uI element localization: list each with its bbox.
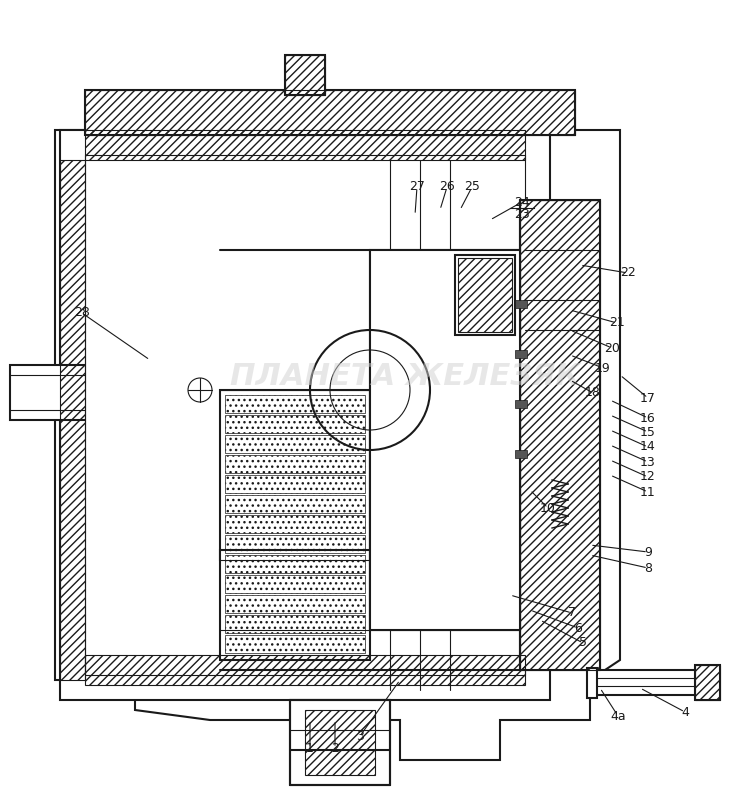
Bar <box>225 435 365 453</box>
Bar <box>85 90 575 135</box>
Bar <box>695 665 720 700</box>
Text: 21: 21 <box>609 317 625 330</box>
Text: 5: 5 <box>579 637 587 650</box>
Text: 8: 8 <box>644 562 652 574</box>
Bar <box>285 55 325 95</box>
Bar <box>290 700 390 785</box>
Bar <box>225 635 365 653</box>
Bar <box>10 365 110 420</box>
Bar <box>220 550 370 660</box>
Bar <box>225 455 365 473</box>
Text: 20: 20 <box>604 342 620 354</box>
Bar <box>60 160 85 680</box>
Bar <box>225 555 365 573</box>
Text: 22: 22 <box>620 266 636 279</box>
Text: 14: 14 <box>640 441 656 454</box>
Text: 4: 4 <box>681 706 689 718</box>
Bar <box>225 595 365 613</box>
Bar <box>225 495 365 513</box>
Bar <box>370 250 520 630</box>
Bar <box>695 665 720 700</box>
Text: 27: 27 <box>409 181 425 194</box>
Bar <box>85 130 525 160</box>
Bar <box>225 475 365 493</box>
Text: 11: 11 <box>640 486 656 498</box>
Text: 28: 28 <box>74 306 90 319</box>
Bar <box>220 390 370 560</box>
Text: 4a: 4a <box>610 710 626 722</box>
Bar <box>60 130 550 700</box>
Text: 18: 18 <box>585 386 601 399</box>
Text: 12: 12 <box>640 470 656 483</box>
Text: 6: 6 <box>574 622 582 634</box>
Bar <box>85 90 575 135</box>
Text: 13: 13 <box>640 455 656 469</box>
Bar <box>458 258 512 332</box>
Text: 10: 10 <box>540 502 556 514</box>
Text: 2: 2 <box>331 742 339 754</box>
Text: 9: 9 <box>644 546 652 558</box>
Bar <box>520 200 600 670</box>
Bar <box>300 710 380 780</box>
Text: 3: 3 <box>356 730 364 742</box>
Bar <box>225 615 365 633</box>
Bar <box>515 400 527 408</box>
Bar <box>515 350 527 358</box>
Bar <box>225 415 365 433</box>
Text: 25: 25 <box>464 181 480 194</box>
Bar <box>455 255 515 335</box>
Bar <box>595 670 715 695</box>
Text: 15: 15 <box>640 426 656 438</box>
Bar <box>225 535 365 553</box>
Bar <box>225 395 365 413</box>
Bar <box>515 450 527 458</box>
Bar <box>520 200 600 670</box>
Text: ПЛАНЕТА ЖЕЛЕЗЯК: ПЛАНЕТА ЖЕЛЕЗЯК <box>230 362 580 391</box>
Text: 19: 19 <box>595 362 611 374</box>
Text: 16: 16 <box>640 411 656 425</box>
Polygon shape <box>55 130 620 760</box>
Bar <box>85 155 525 675</box>
Bar <box>225 575 365 593</box>
Bar <box>515 300 527 308</box>
Text: 26: 26 <box>439 181 455 194</box>
Text: 17: 17 <box>640 391 656 405</box>
Bar <box>587 668 597 698</box>
Bar <box>305 710 375 775</box>
Text: 7: 7 <box>568 606 576 619</box>
Bar <box>285 55 325 95</box>
Text: 23: 23 <box>514 209 530 222</box>
Bar <box>85 655 525 685</box>
Text: 1: 1 <box>306 742 314 754</box>
Text: 24: 24 <box>514 195 530 209</box>
Bar <box>225 515 365 533</box>
